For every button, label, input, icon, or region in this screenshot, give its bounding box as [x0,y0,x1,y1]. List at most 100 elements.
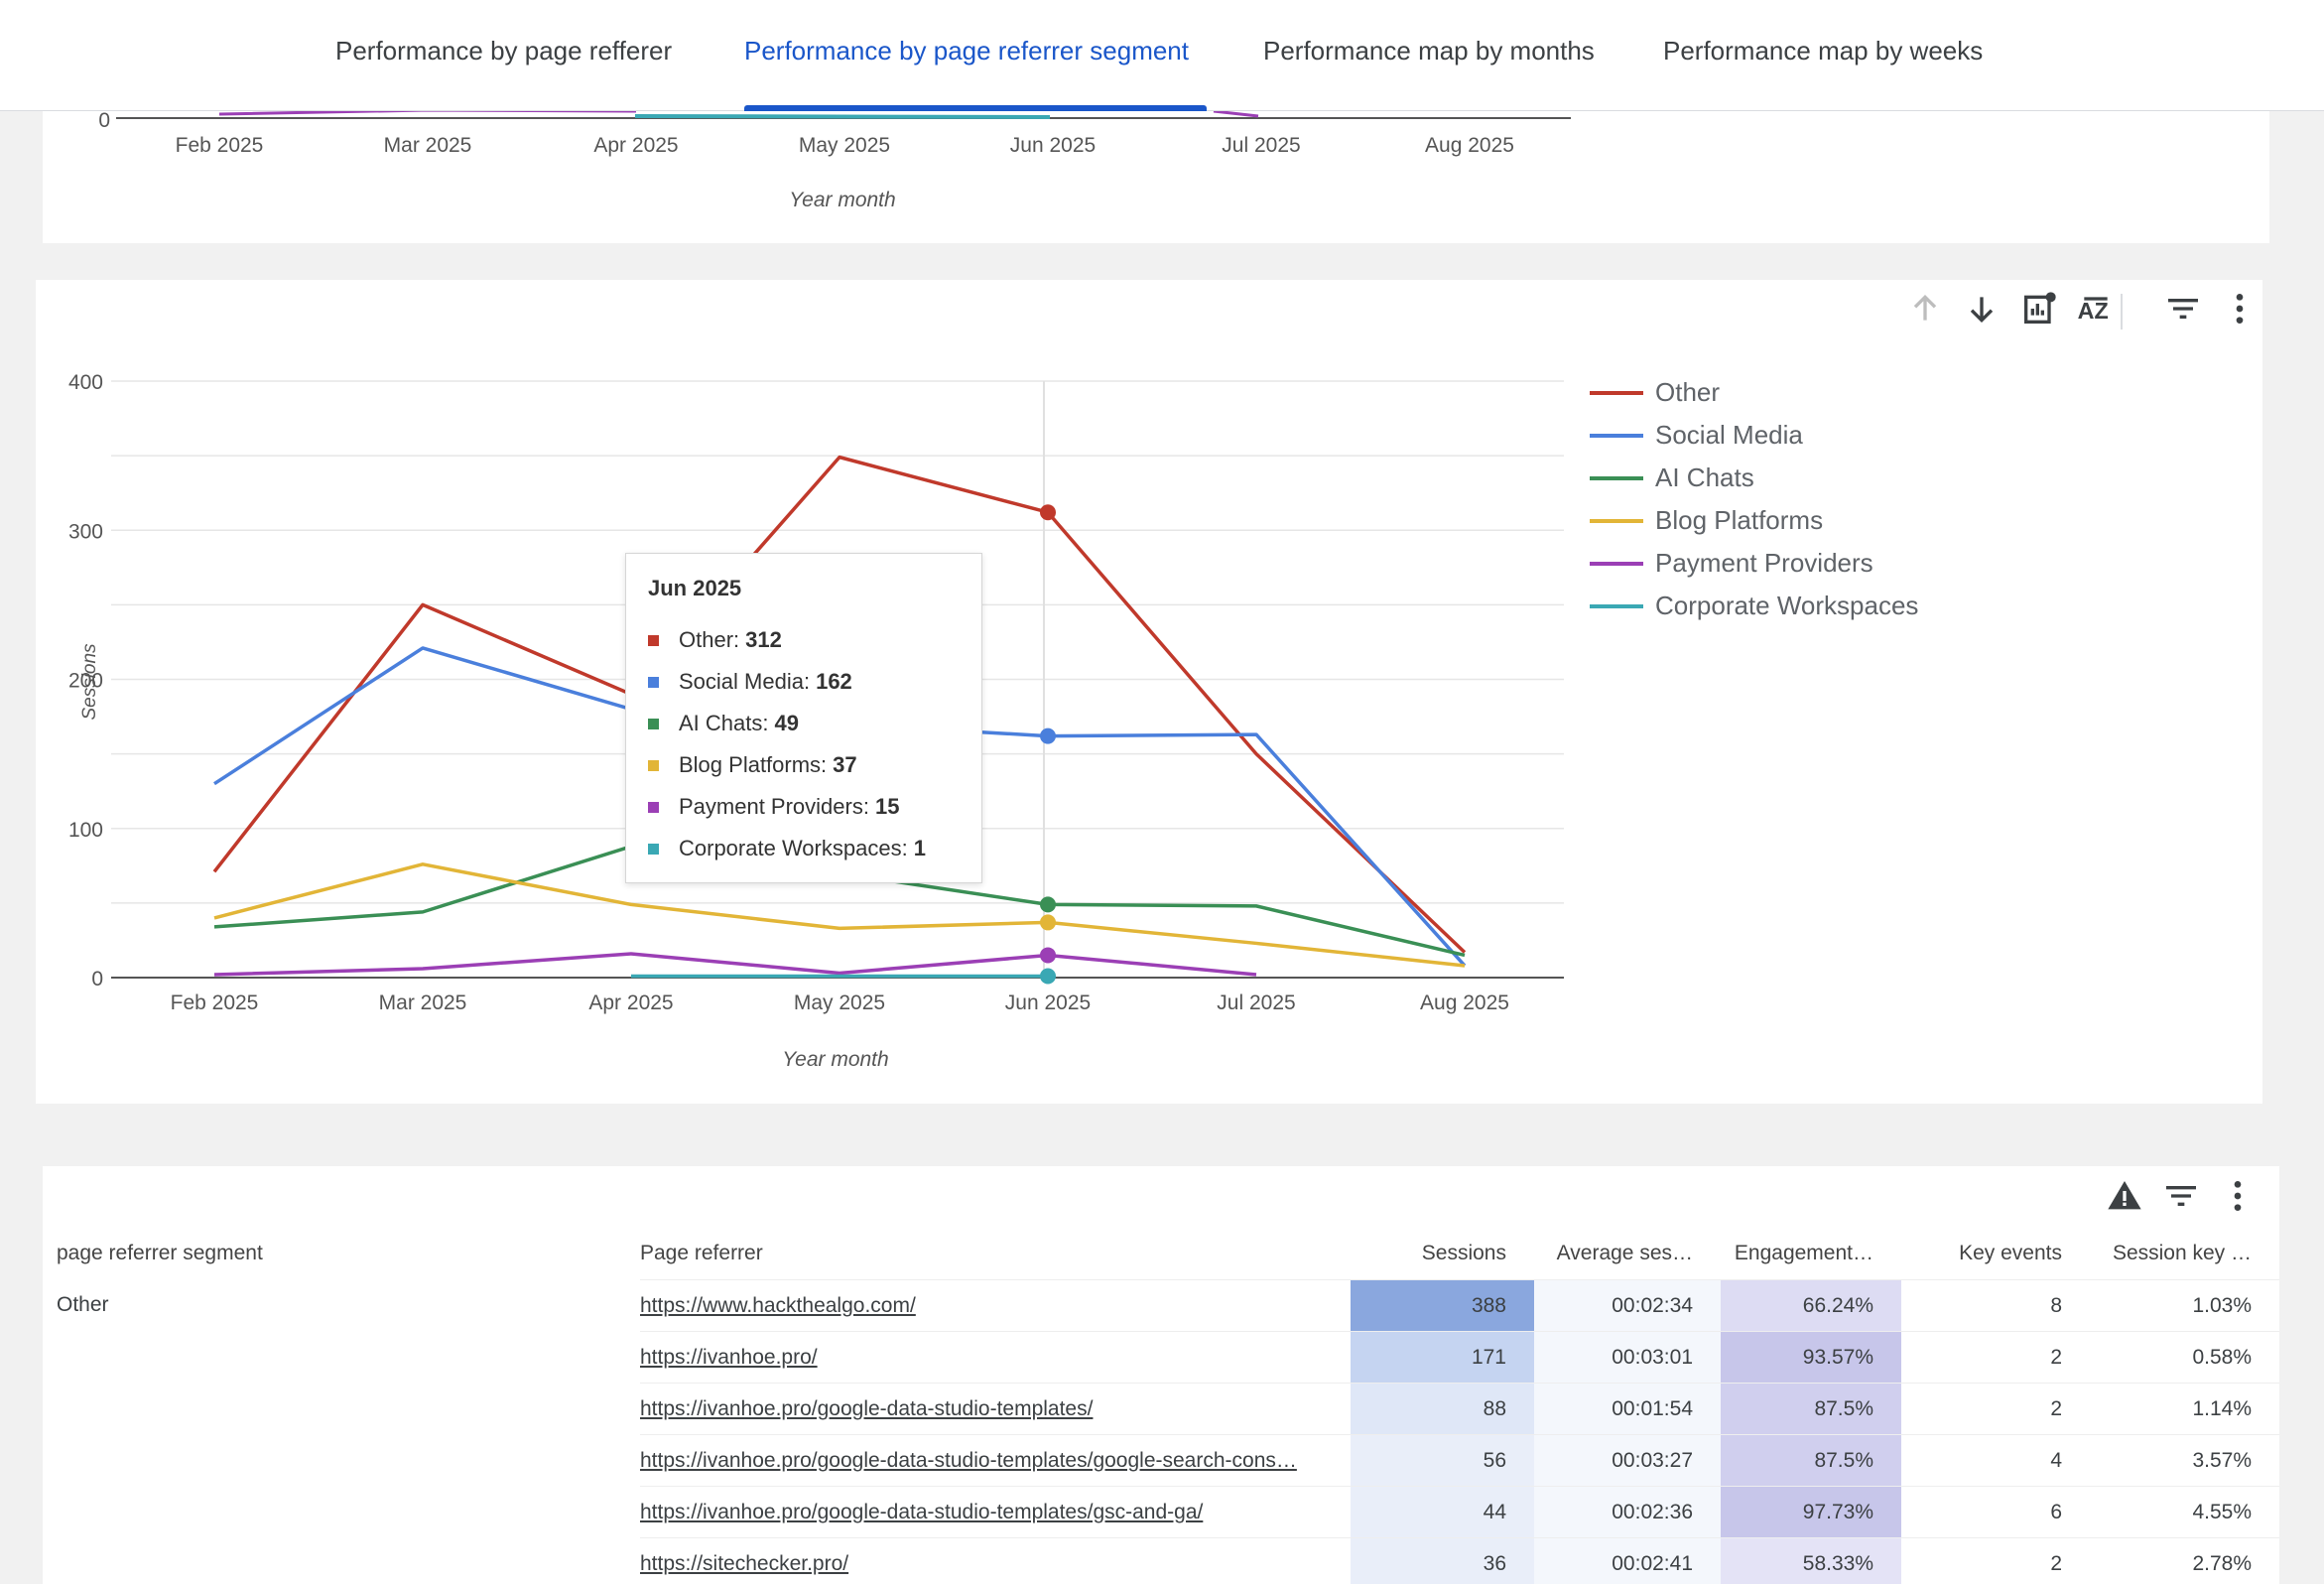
filter-icon[interactable] [2161,1176,2201,1216]
column-header-session-key[interactable]: Session key … [2112,1242,2252,1264]
segment-cell: Other [57,1293,109,1316]
tab-performance-map-by-weeks[interactable]: Performance map by weeks [1663,36,1984,66]
referrer-link[interactable]: https://ivanhoe.pro/ [640,1345,818,1369]
x-tick-label: Feb 2025 [171,991,259,1014]
tooltip-dot [648,801,659,813]
tooltip-title: Jun 2025 [648,576,742,600]
session-key-cell: 1.14% [2090,1383,2279,1434]
tooltip-value: 1 [913,836,926,860]
table-row[interactable]: https://ivanhoe.pro/google-data-studio-t… [43,1383,2279,1434]
session-key-cell: 0.58% [2090,1331,2279,1383]
column-header-referrer[interactable]: Page referrer [640,1242,763,1264]
x-tick-label: May 2025 [799,134,890,157]
legend-item-ai-chats[interactable]: AI Chats [1590,457,1918,499]
key-events-cell: 6 [1901,1486,2090,1537]
data-point[interactable] [1040,914,1056,931]
referrer-data-table: page referrer segment Page referrer Sess… [43,1228,2279,1584]
table-row[interactable]: Other https://www.hackthealgo.com/388 00:0… [43,1279,2279,1331]
key-events-cell: 2 [1901,1537,2090,1584]
data-point[interactable] [1040,968,1056,985]
legend-label: Social Media [1655,420,1803,450]
referrer-link[interactable]: https://ivanhoe.pro/google-data-studio-t… [640,1500,1204,1523]
sort-ascending-icon[interactable] [1905,289,1945,329]
legend-item-blog-platforms[interactable]: Blog Platforms [1590,499,1918,542]
segment-cell [43,1383,640,1434]
y-axis-title: Sessions [79,643,100,721]
data-point[interactable] [1040,504,1056,521]
x-tick-label: Jul 2025 [1222,134,1300,157]
tooltip-dot [648,676,659,688]
tab-performance-by-page-referrer-segment[interactable]: Performance by page referrer segment [744,36,1189,66]
legend-item-social-media[interactable]: Social Media [1590,414,1918,457]
tooltip-label: Payment Providers: [679,794,869,819]
table-row[interactable]: https://ivanhoe.pro/171 00:03:01 93.57% 2 0.… [43,1331,2279,1383]
engagement-cell: 93.57% [1721,1331,1901,1383]
average-session-cell: 00:03:27 [1534,1434,1721,1486]
y-tick-label: 200 [68,670,103,693]
engagement-cell: 87.5% [1721,1434,1901,1486]
legend-item-corporate-workspaces[interactable]: Corporate Workspaces [1590,585,1918,627]
engagement-cell: 97.73% [1721,1486,1901,1537]
column-header-engagement[interactable]: Engagement… [1734,1242,1873,1264]
tooltip-row: Corporate Workspaces: 1 [648,828,981,869]
referrer-cell[interactable]: https://ivanhoe.pro/google-data-studio-t… [640,1434,1351,1486]
segment-cell [43,1331,640,1383]
x-tick-label: Mar 2025 [379,991,467,1014]
tooltip-row: Social Media: 162 [648,661,981,703]
legend-label: Payment Providers [1655,548,1873,578]
x-tick-label: Jul 2025 [1217,991,1295,1014]
tooltip-value: 162 [816,669,852,694]
more-vert-icon[interactable] [2218,1176,2258,1216]
legend-item-other[interactable]: Other [1590,371,1918,414]
referrer-link[interactable]: https://sitechecker.pro/ [640,1551,849,1575]
tab-performance-map-by-months[interactable]: Performance map by months [1263,36,1595,66]
x-tick-label: Aug 2025 [1420,991,1509,1014]
tooltip-dot [648,718,659,729]
tooltip-value: 37 [833,752,857,777]
referrer-cell[interactable]: https://ivanhoe.pro/google-data-studio-t… [640,1383,1351,1434]
engagement-cell: 66.24% [1721,1279,1901,1331]
referrer-link[interactable]: https://ivanhoe.pro/google-data-studio-t… [640,1448,1297,1472]
series-line-payment-providers [213,952,1257,977]
referrer-cell[interactable]: https://ivanhoe.pro/google-data-studio-t… [640,1486,1351,1537]
column-header-average-session[interactable]: Average ses… [1556,1242,1693,1264]
more-vert-icon[interactable] [2220,289,2259,329]
referrer-cell[interactable]: https://sitechecker.pro/ [640,1537,1351,1584]
average-session-cell: 00:02:41 [1534,1537,1721,1584]
x-tick-label: Feb 2025 [176,134,264,157]
sort-descending-icon[interactable] [1962,289,2001,329]
column-header-segment[interactable]: page referrer segment [57,1242,263,1264]
sessions-cell: 36 [1351,1537,1534,1584]
tooltip-label: Social Media: [679,669,811,694]
active-tab-indicator [744,105,1207,111]
y-tick-label: 400 [68,371,103,394]
filter-icon[interactable] [2163,289,2203,329]
sessions-cell: 44 [1351,1486,1534,1537]
toolbar-divider [2121,294,2123,330]
data-point[interactable] [1040,947,1056,964]
column-header-sessions[interactable]: Sessions [1421,1242,1506,1264]
data-point[interactable] [1040,896,1056,913]
sort-az-icon[interactable]: AZ [2076,289,2116,329]
referrer-cell[interactable]: https://www.hackthealgo.com/ [640,1279,1351,1331]
session-key-cell: 4.55% [2090,1486,2279,1537]
table-row[interactable]: https://sitechecker.pro/36 00:02:41 58.33%… [43,1537,2279,1584]
table-row[interactable]: https://ivanhoe.pro/google-data-studio-t… [43,1434,2279,1486]
tooltip-row: Other: 312 [648,619,981,661]
warning-icon[interactable] [2105,1176,2144,1216]
data-point[interactable] [1040,727,1056,744]
engagement-cell: 58.33% [1721,1537,1901,1584]
table-row[interactable]: https://ivanhoe.pro/google-data-studio-t… [43,1486,2279,1537]
average-session-cell: 00:03:01 [1534,1331,1721,1383]
tooltip-row: AI Chats: 49 [648,703,981,744]
tooltip-label: AI Chats: [679,711,769,735]
legend-item-payment-providers[interactable]: Payment Providers [1590,542,1918,585]
average-session-cell: 00:02:34 [1534,1279,1721,1331]
tab-performance-by-page-referrer[interactable]: Performance by page refferer [335,36,673,66]
referrer-link[interactable]: https://www.hackthealgo.com/ [640,1293,916,1317]
referrer-link[interactable]: https://ivanhoe.pro/google-data-studio-t… [640,1396,1094,1420]
referrer-cell[interactable]: https://ivanhoe.pro/ [640,1331,1351,1383]
chart-settings-icon[interactable] [2019,289,2059,329]
column-header-key-events[interactable]: Key events [1959,1242,2062,1264]
key-events-cell: 2 [1901,1383,2090,1434]
